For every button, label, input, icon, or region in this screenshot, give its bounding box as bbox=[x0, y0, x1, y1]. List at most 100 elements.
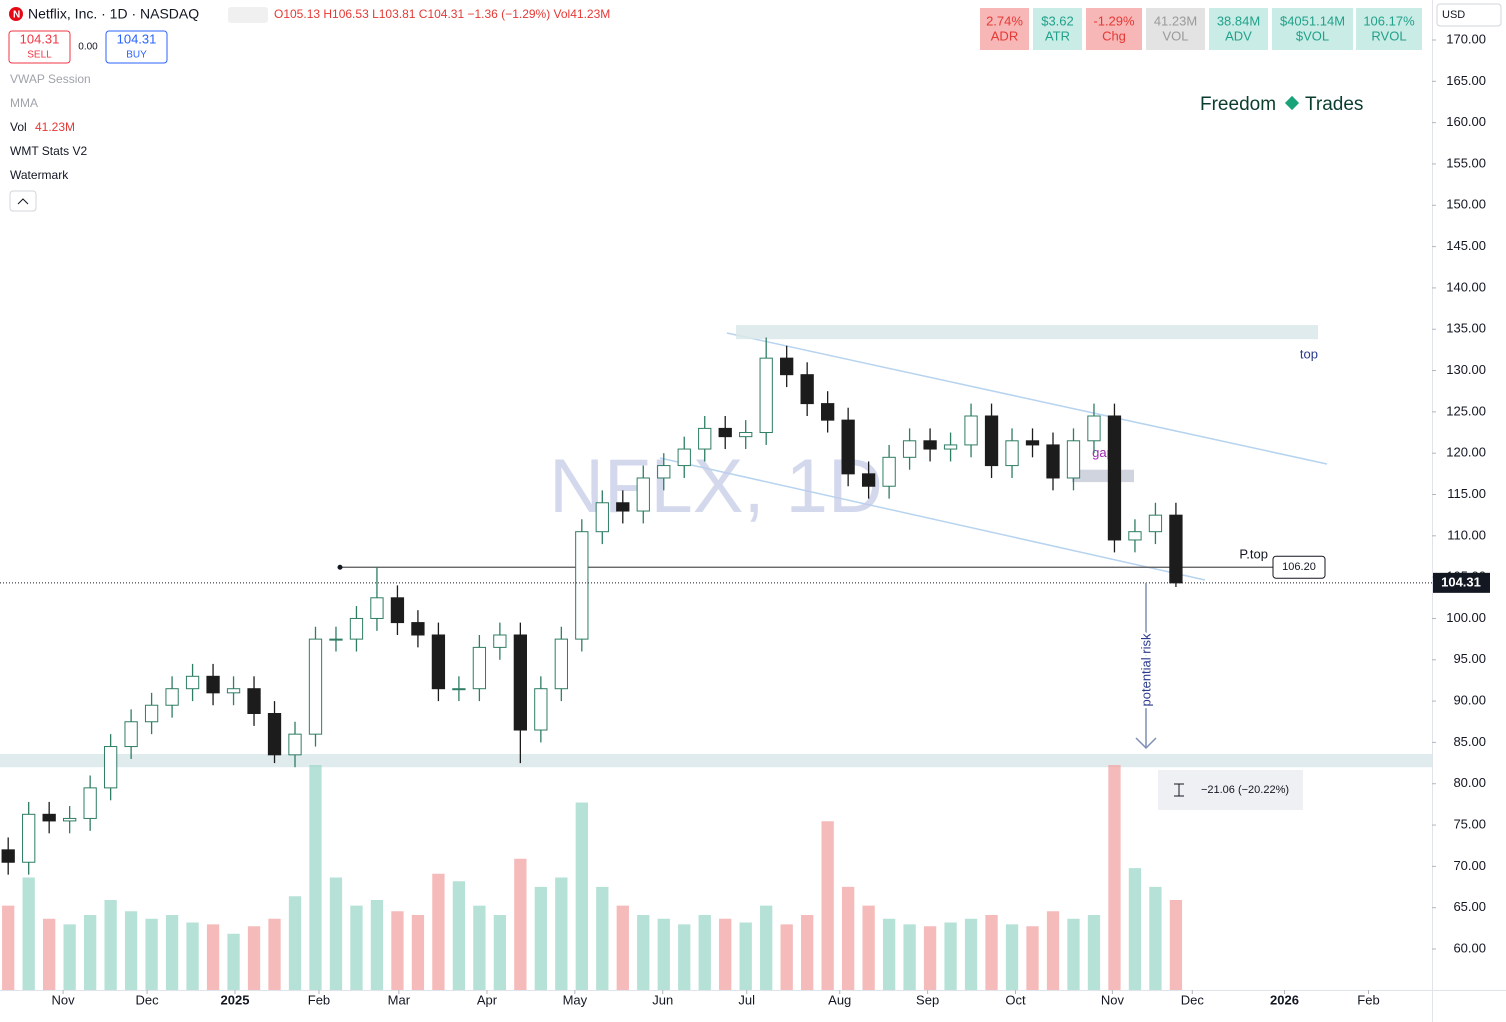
volume-bar bbox=[1005, 924, 1019, 990]
stat-value: 38.84M bbox=[1217, 13, 1260, 28]
y-tick-label: 130.00 bbox=[1446, 362, 1486, 377]
candle-body bbox=[513, 634, 528, 731]
y-tick-label: 80.00 bbox=[1453, 775, 1486, 790]
stat-value: 2.74% bbox=[986, 13, 1023, 28]
stat-value: 106.17% bbox=[1363, 13, 1415, 28]
candle-body bbox=[821, 403, 835, 421]
vol-value: 41.23M bbox=[35, 120, 75, 134]
volume-bar bbox=[923, 926, 937, 990]
volume-bar bbox=[370, 900, 384, 990]
compare-button[interactable] bbox=[228, 7, 268, 23]
y-tick-label: 170.00 bbox=[1446, 31, 1486, 46]
x-tick-label: Jun bbox=[652, 992, 673, 1007]
y-tick-label: 100.00 bbox=[1446, 610, 1486, 625]
volume-bar bbox=[903, 924, 916, 990]
candle-body bbox=[370, 597, 384, 619]
candle-body bbox=[390, 597, 405, 624]
y-tick-label: 60.00 bbox=[1453, 940, 1486, 955]
candle-body bbox=[698, 427, 712, 450]
buy-button[interactable] bbox=[105, 30, 168, 64]
candle-body bbox=[472, 646, 487, 690]
y-tick-label: 125.00 bbox=[1446, 403, 1486, 418]
volume-bar bbox=[841, 886, 855, 990]
logo bbox=[9, 7, 23, 21]
candle-body bbox=[431, 634, 446, 690]
x-tick-label: Aug bbox=[828, 992, 851, 1007]
y-tick-label: 160.00 bbox=[1446, 114, 1486, 129]
y-tick-label: 155.00 bbox=[1446, 155, 1486, 170]
volume-bar bbox=[104, 900, 117, 990]
volume-bar bbox=[309, 765, 322, 990]
stat-label: RVOL bbox=[1371, 28, 1406, 43]
volume-bar bbox=[575, 802, 588, 990]
candle-body bbox=[144, 704, 159, 723]
candle-body bbox=[718, 427, 732, 438]
volume-bar bbox=[63, 924, 76, 990]
stat-label: VOL bbox=[1162, 28, 1188, 43]
candle-body bbox=[943, 444, 958, 450]
x-tick-label: Dec bbox=[136, 992, 160, 1007]
volume-bar bbox=[411, 915, 425, 990]
volume-bar bbox=[288, 896, 302, 990]
volume-bar bbox=[739, 922, 752, 990]
stat-label: ADR bbox=[991, 28, 1018, 43]
level-box bbox=[1272, 555, 1326, 579]
volume-bar bbox=[1087, 915, 1101, 990]
volume-bar bbox=[801, 915, 814, 990]
y-tick-label: 75.00 bbox=[1453, 816, 1486, 831]
candle-body bbox=[1107, 415, 1122, 541]
candle-body bbox=[554, 638, 568, 690]
sell-price: 104.31 bbox=[20, 31, 60, 46]
volume-bar bbox=[1169, 900, 1183, 990]
collapse-button[interactable] bbox=[9, 190, 37, 212]
sell-button[interactable] bbox=[8, 30, 71, 64]
y-tick-label: 70.00 bbox=[1453, 858, 1486, 873]
candle-body bbox=[677, 448, 691, 467]
buy-label: BUY bbox=[126, 50, 147, 61]
candle-body bbox=[902, 440, 917, 458]
collapse-icon bbox=[17, 198, 29, 205]
x-tick-label: Mar bbox=[388, 992, 411, 1007]
currency-button[interactable] bbox=[1436, 3, 1502, 27]
candle-body bbox=[636, 477, 650, 512]
sell-label: SELL bbox=[27, 50, 52, 61]
risk-arrowhead bbox=[1135, 737, 1157, 750]
volume-bar bbox=[350, 905, 363, 990]
x-tick-label: Nov bbox=[52, 992, 76, 1007]
buy-price: 104.31 bbox=[117, 31, 157, 46]
candle-body bbox=[226, 688, 241, 694]
candle-body bbox=[1025, 440, 1040, 446]
zone bbox=[736, 325, 1318, 340]
y-tick-label: 135.00 bbox=[1446, 321, 1486, 336]
volume-bar bbox=[698, 915, 711, 990]
stat-box bbox=[980, 8, 1029, 50]
volume-bar bbox=[391, 911, 404, 990]
stat-value: 41.23M bbox=[1154, 13, 1197, 28]
y-tick-label: 90.00 bbox=[1453, 693, 1486, 708]
y-tick-label: 145.00 bbox=[1446, 238, 1486, 253]
candle-body bbox=[42, 813, 56, 822]
channel-lower bbox=[659, 457, 1206, 581]
volume-bar bbox=[678, 924, 691, 990]
volume-bar bbox=[555, 877, 568, 990]
spread: 0.00 bbox=[78, 42, 98, 53]
candle-body bbox=[22, 813, 36, 863]
volume-bar bbox=[165, 915, 179, 990]
candle-body bbox=[308, 638, 323, 735]
volume-bar bbox=[1128, 868, 1142, 990]
y-tick-label: 110.00 bbox=[1447, 527, 1486, 542]
x-tick-label: Sep bbox=[916, 992, 939, 1007]
y-tick-label: 115.00 bbox=[1447, 486, 1486, 501]
volume-bar bbox=[760, 905, 773, 990]
volume-bar bbox=[247, 926, 261, 990]
measure-box bbox=[1158, 770, 1303, 810]
candle-body bbox=[1, 849, 15, 863]
x-tick-label: 2025 bbox=[221, 992, 250, 1007]
indicator-label: VWAP Session bbox=[10, 72, 91, 86]
candle-body bbox=[411, 622, 425, 636]
volume-bar bbox=[124, 911, 138, 990]
stat-box bbox=[1272, 8, 1353, 50]
candle-body bbox=[575, 531, 589, 640]
indicator-label: WMT Stats V2 bbox=[10, 144, 87, 158]
candle-body bbox=[1128, 531, 1142, 541]
